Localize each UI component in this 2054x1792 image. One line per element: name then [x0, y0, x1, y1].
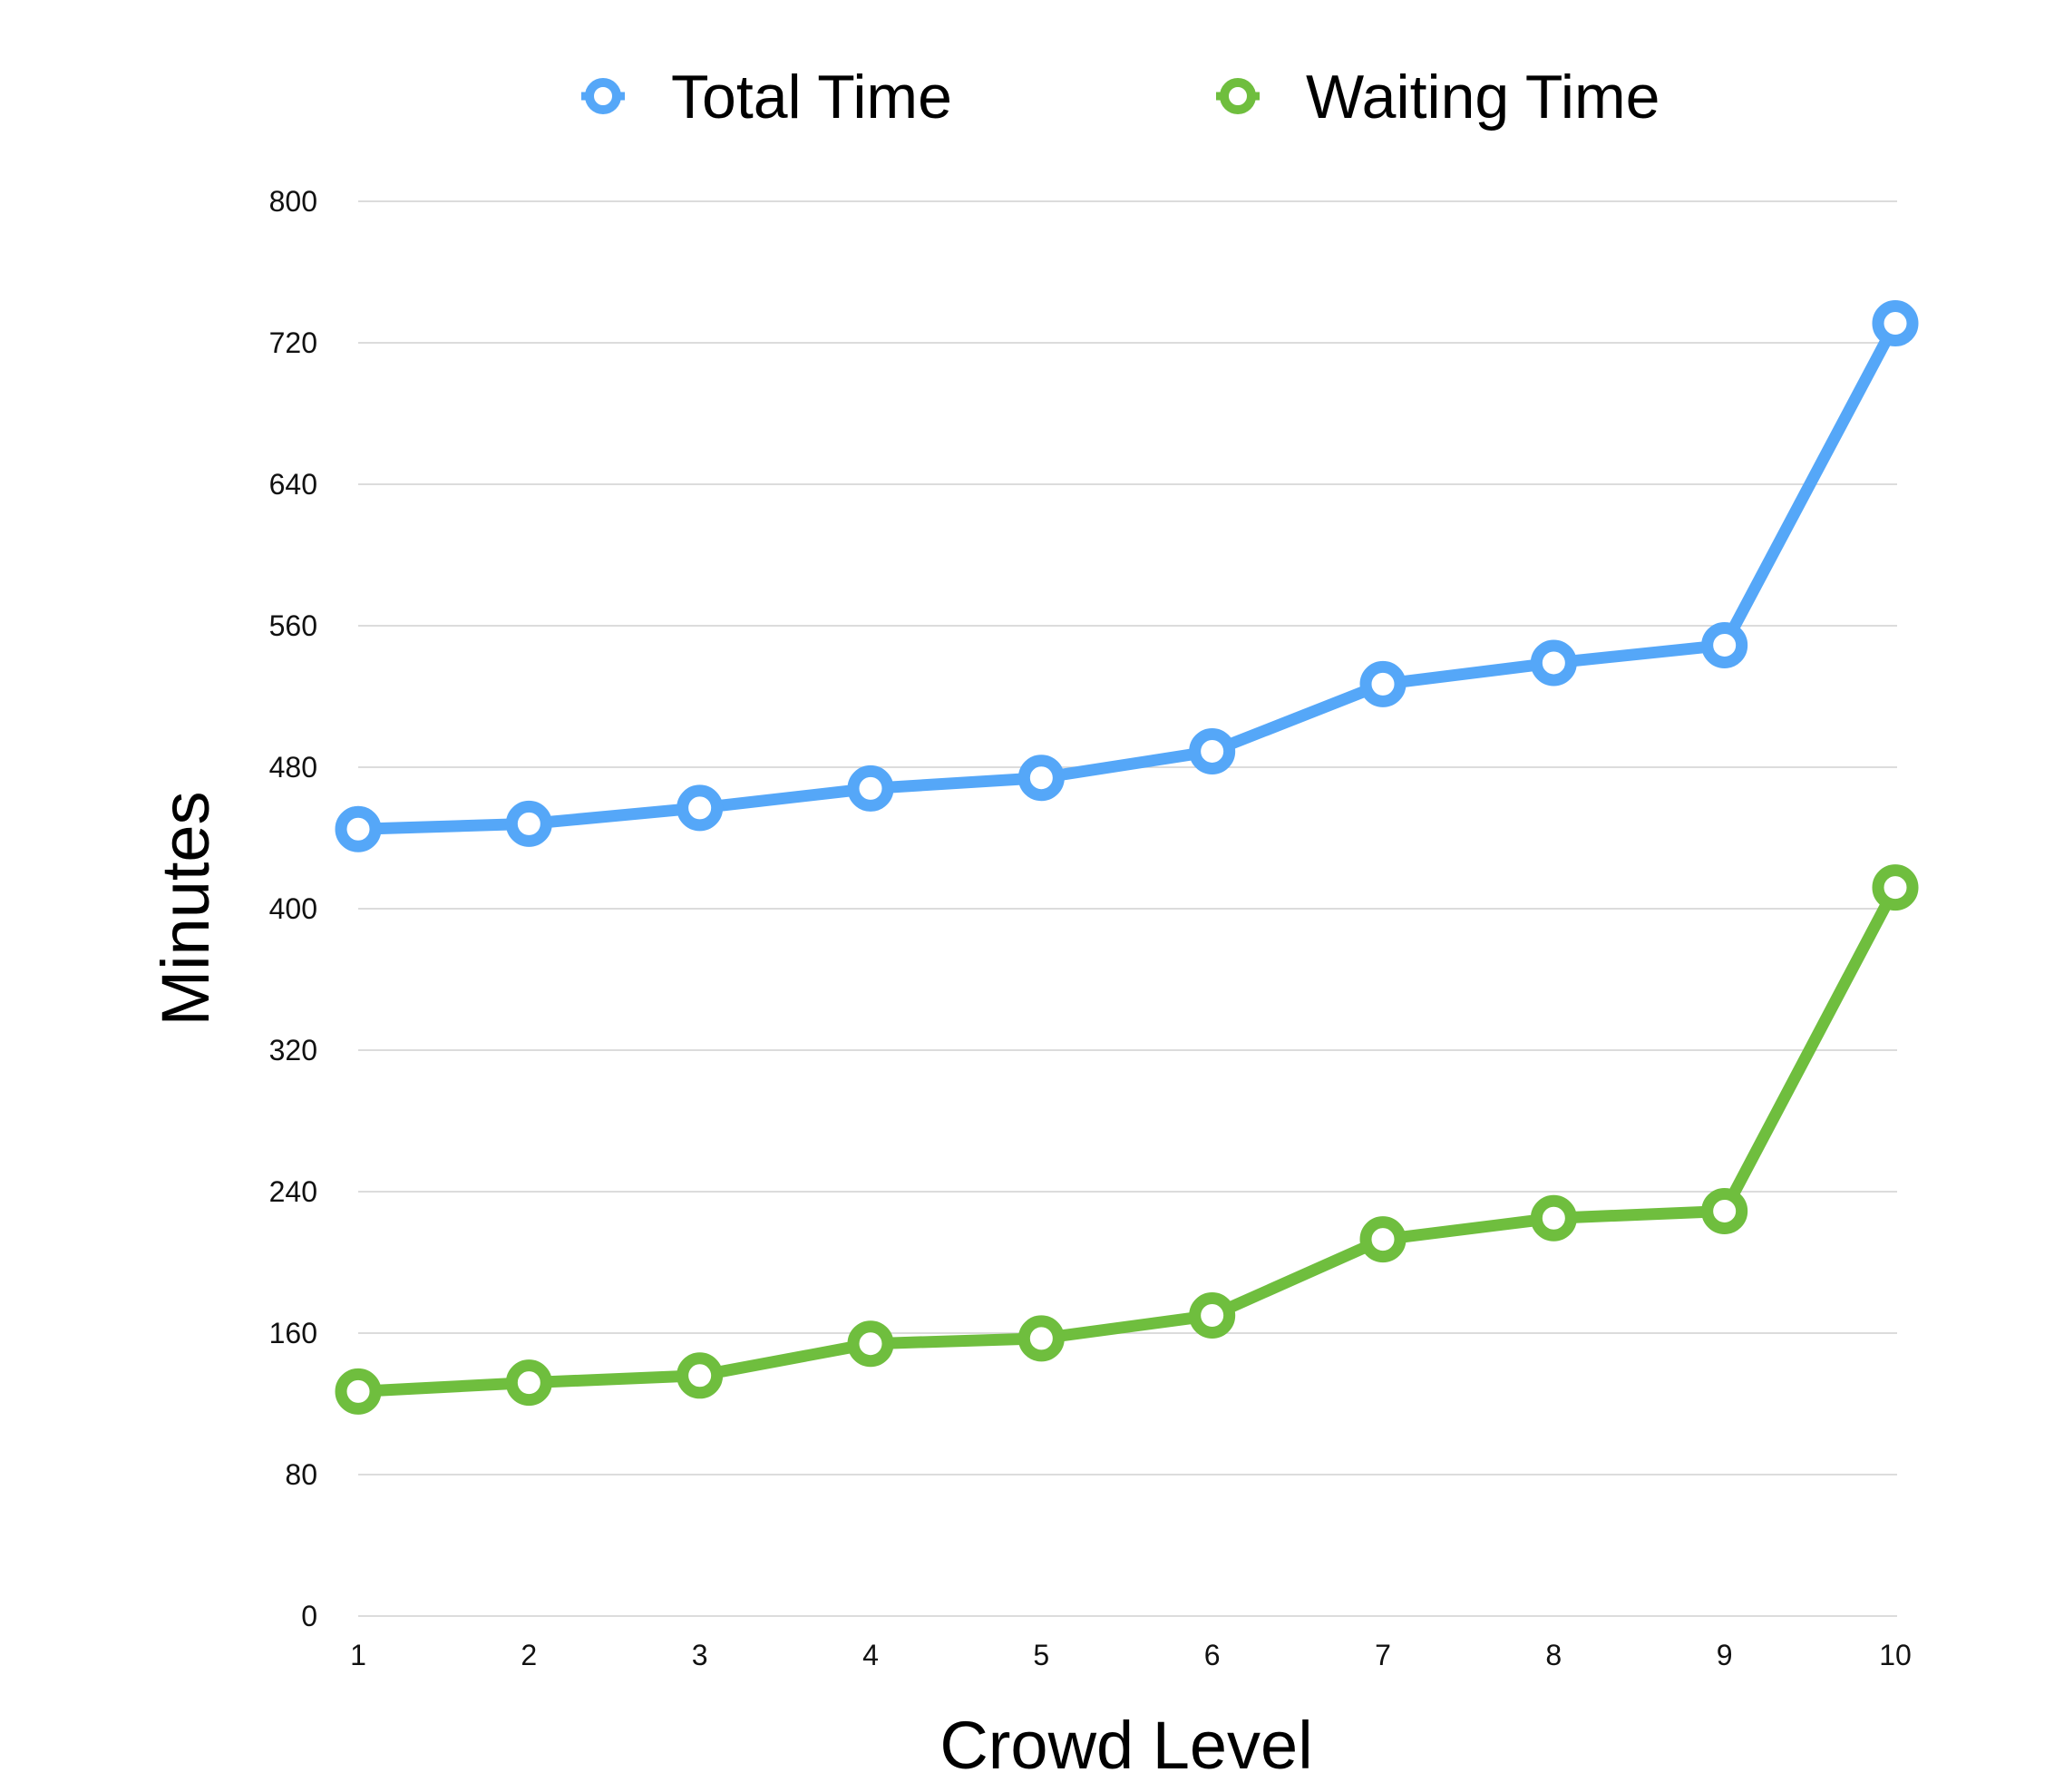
x-tick-label: 9: [1717, 1639, 1733, 1671]
series-total-time: [335, 300, 1919, 852]
x-axis-title: Crowd Level: [939, 1708, 1312, 1783]
data-point-total-time: [1530, 639, 1577, 687]
y-tick-label: 400: [269, 892, 317, 925]
gridlines: [358, 200, 1897, 1617]
y-tick-label: 720: [269, 326, 317, 359]
legend: Total Time Waiting Time: [581, 63, 1660, 131]
data-point-total-time: [847, 765, 894, 812]
x-tick-label: 5: [1033, 1639, 1049, 1671]
y-tick-label: 240: [269, 1175, 317, 1208]
data-point-total-time: [1359, 660, 1407, 707]
data-point-waiting-time: [1017, 1315, 1065, 1362]
y-tick-label: 0: [301, 1600, 317, 1632]
y-tick-label: 160: [269, 1317, 317, 1349]
y-tick-label: 320: [269, 1034, 317, 1066]
y-tick-label: 560: [269, 609, 317, 642]
x-tick-labels: 1 2 3 4 5 6 7 8 9 10: [350, 1639, 1912, 1671]
y-tick-label: 800: [269, 185, 317, 218]
data-point-total-time: [505, 800, 552, 847]
x-tick-label: 2: [521, 1639, 537, 1671]
series-line-total-time: [357, 320, 1901, 835]
series-waiting-time: [335, 864, 1919, 1415]
x-tick-label: 6: [1204, 1639, 1221, 1671]
x-tick-label: 4: [862, 1639, 879, 1671]
legend-item-waiting-time: Waiting Time: [1216, 63, 1660, 131]
x-tick-label: 3: [692, 1639, 708, 1671]
data-point-waiting-time: [1530, 1194, 1577, 1242]
data-point-total-time: [1872, 300, 1919, 347]
data-point-total-time: [1701, 621, 1748, 668]
data-point-total-time: [335, 805, 382, 852]
data-point-waiting-time: [1701, 1187, 1748, 1234]
legend-marker-icon: [1220, 78, 1256, 114]
y-tick-label: 480: [269, 751, 317, 784]
legend-label: Total Time: [671, 63, 952, 131]
y-tick-labels: 0 80 160 240 320 400 480 560 640 720 800: [269, 185, 317, 1632]
x-tick-label: 8: [1545, 1639, 1562, 1671]
x-tick-label: 7: [1375, 1639, 1391, 1671]
series-line-waiting-time: [357, 884, 1901, 1398]
data-point-total-time: [677, 784, 724, 832]
data-point-waiting-time: [1189, 1292, 1236, 1339]
data-point-waiting-time: [505, 1359, 552, 1407]
y-tick-label: 640: [269, 468, 317, 501]
data-point-waiting-time: [847, 1320, 894, 1368]
legend-label: Waiting Time: [1306, 63, 1660, 131]
data-point-total-time: [1017, 755, 1065, 802]
y-tick-label: 80: [285, 1458, 317, 1491]
x-tick-label: 10: [1879, 1639, 1912, 1671]
x-tick-label: 1: [350, 1639, 366, 1671]
y-axis-title: Minutes: [148, 791, 223, 1026]
data-point-waiting-time: [1359, 1216, 1407, 1263]
data-point-total-time: [1189, 727, 1236, 774]
series: [335, 300, 1919, 1415]
data-point-waiting-time: [1872, 864, 1919, 911]
data-point-waiting-time: [677, 1352, 724, 1399]
legend-item-total-time: Total Time: [581, 63, 952, 131]
data-point-waiting-time: [335, 1368, 382, 1415]
legend-marker-icon: [585, 78, 621, 114]
